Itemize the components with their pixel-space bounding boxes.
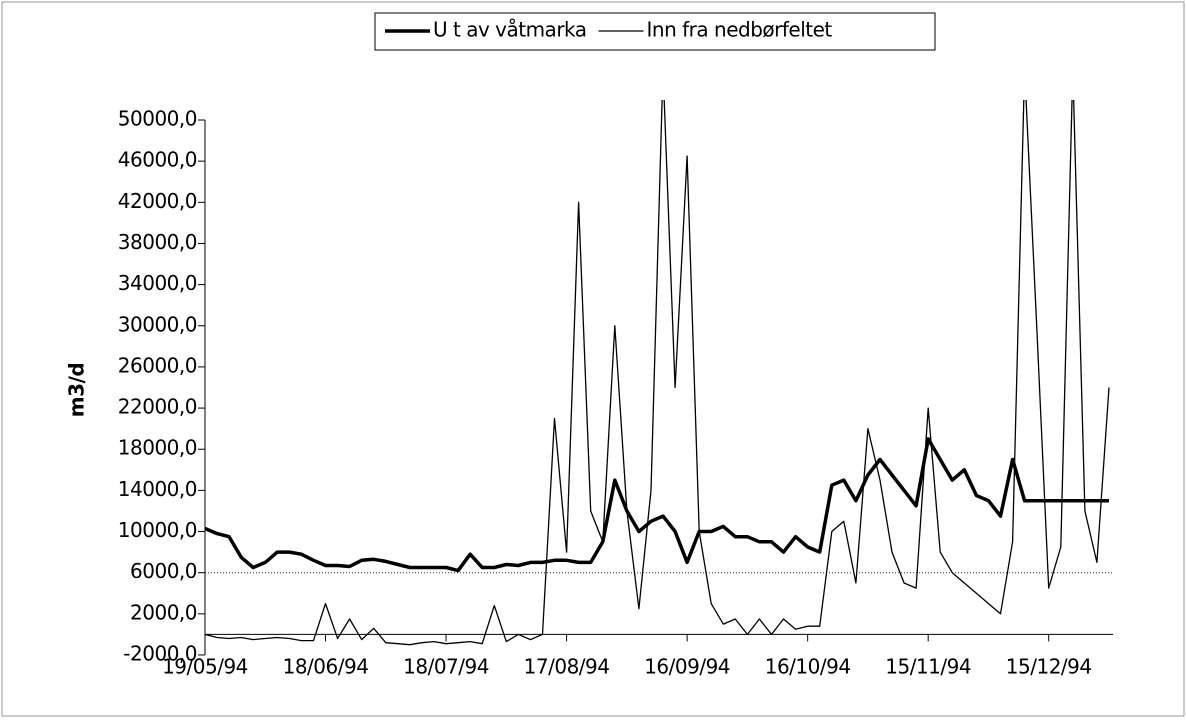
y-tick-label: 46000,0	[118, 148, 197, 172]
data-line	[205, 100, 1110, 646]
x-tick-label: 17/08/94	[524, 655, 610, 679]
y-tick-label: 34000,0	[118, 271, 197, 295]
x-tick-label: 19/05/94	[162, 655, 248, 679]
y-tick-label: 30000,0	[118, 312, 197, 336]
data-line	[205, 437, 1109, 573]
x-tick-label: 15/12/94	[1006, 655, 1092, 679]
y-tick-label: 10000,0	[118, 518, 197, 542]
y-tick-label: 6000,0	[130, 559, 197, 583]
y-tick-label: 18000,0	[118, 436, 197, 460]
y-tick-label: 2000,0	[130, 600, 197, 624]
y-tick-label: -2000,0	[123, 642, 197, 666]
x-tick-label: 16/10/94	[765, 655, 851, 679]
y-tick-label: 38000,0	[118, 230, 197, 254]
y-tick-label: 42000,0	[118, 189, 197, 213]
legend-label: U t av våtmarka	[433, 18, 587, 42]
x-tick-label: 15/11/94	[885, 655, 971, 679]
x-tick-label: 18/06/94	[283, 655, 369, 679]
plot-area	[205, 100, 1110, 646]
x-tick-label: 18/07/94	[403, 655, 489, 679]
y-tick-label: 26000,0	[118, 353, 197, 377]
legend-label: Inn fra nedbørfeltet	[647, 18, 833, 42]
y-axis-label: m3/d	[65, 363, 89, 417]
x-tick-label: 16/09/94	[644, 655, 730, 679]
y-tick-label: 22000,0	[118, 395, 197, 419]
legend-box	[374, 12, 936, 51]
y-tick-label: 14000,0	[118, 477, 197, 501]
y-tick-label: 50000,0	[118, 107, 197, 131]
